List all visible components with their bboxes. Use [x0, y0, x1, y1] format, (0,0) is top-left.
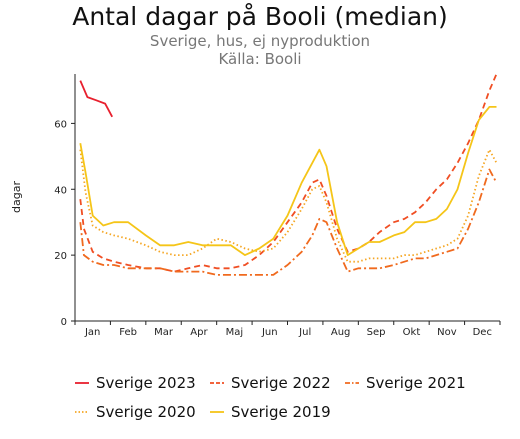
y-axis-label: dagar — [10, 181, 23, 213]
series-line-sverige-2020 — [79, 148, 498, 263]
x-tick-label: Aug — [331, 327, 351, 338]
series-lines — [79, 73, 498, 276]
chart-source: Källa: Booli — [218, 50, 301, 68]
x-tick-label: Maj — [226, 327, 244, 338]
legend-label: Sverige 2020 — [96, 403, 196, 421]
chart-subtitle: Sverige, hus, ej nyproduktion — [150, 32, 370, 50]
x-tick-label: Dec — [473, 327, 492, 338]
x-tick-label: Mar — [154, 327, 174, 338]
series-line-sverige-2019 — [79, 106, 497, 256]
series-line-sverige-2023 — [79, 80, 113, 118]
legend-label: Sverige 2023 — [96, 374, 196, 392]
x-tick-label: Jun — [261, 327, 278, 338]
x-tick-label: Feb — [119, 327, 137, 338]
x-tick-label: Jul — [298, 327, 311, 338]
y-tick-label: 40 — [54, 185, 67, 196]
x-ticks: Jan Feb Mar Apr Maj Jun Jul Aug Sep Okt Nov Dec — [74, 321, 501, 338]
legend-label: Sverige 2022 — [231, 374, 331, 392]
y-ticks: 0 20 40 60 — [54, 119, 75, 328]
x-tick-label: Nov — [437, 327, 457, 338]
y-tick-label: 60 — [54, 119, 67, 130]
series-line-sverige-2021 — [79, 168, 498, 276]
legend-label: Sverige 2019 — [231, 403, 331, 421]
x-tick-label: Okt — [403, 327, 421, 338]
y-tick-label: 0 — [61, 317, 67, 328]
chart-title: Antal dagar på Booli (median) — [72, 2, 448, 31]
series-line-sverige-2022 — [79, 73, 498, 273]
legend: Sverige 2023 Sverige 2022 Sverige 2021 Sver… — [75, 374, 466, 421]
x-tick-label: Sep — [367, 327, 386, 338]
legend-label: Sverige 2021 — [366, 374, 466, 392]
x-tick-label: Apr — [190, 327, 208, 338]
y-tick-label: 20 — [54, 251, 67, 262]
x-tick-label: Jan — [84, 327, 100, 338]
